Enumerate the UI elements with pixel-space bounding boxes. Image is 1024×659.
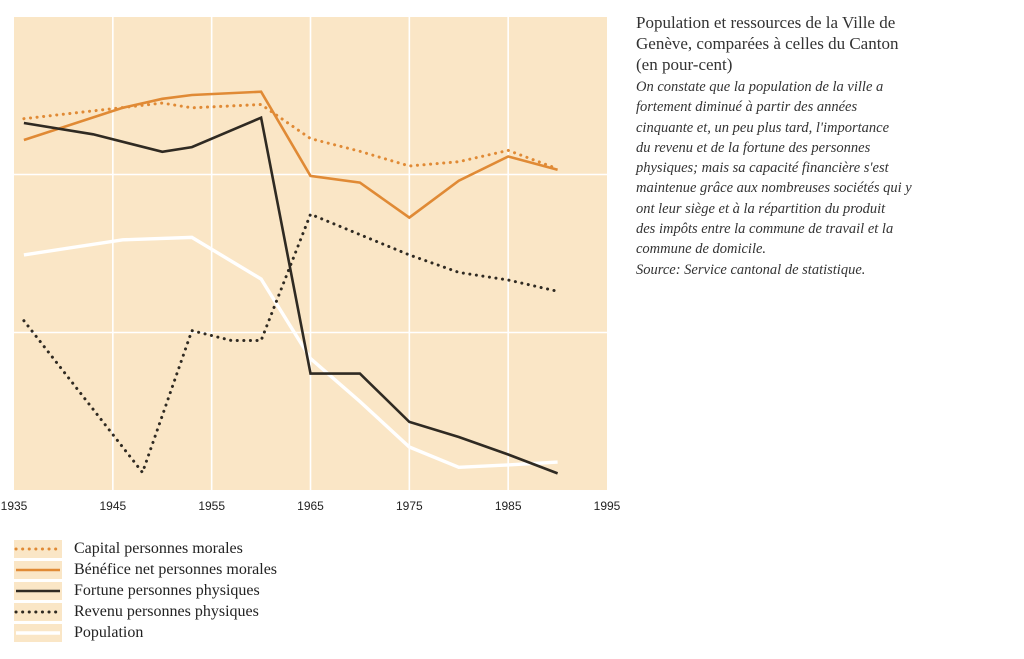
caption-description: On constate que la population de la vill… [636, 77, 976, 280]
legend-label: Fortune personnes physiques [74, 581, 260, 599]
legend-swatch-graphic [14, 610, 62, 613]
caption-title-line: (en pour-cent) [636, 55, 733, 74]
caption-description-line: fortement diminué à partir des années [636, 99, 858, 116]
x-tick-label: 1945 [99, 499, 126, 513]
caption-title-line: Genève, comparées à celles du Canton [636, 34, 899, 53]
legend-item-fortune: Fortune personnes physiques [14, 580, 434, 601]
caption-description-line: des impôts entre la commune de travail e… [636, 221, 894, 238]
x-tick-label: 1935 [1, 499, 28, 513]
chart-caption: Population et ressources de la Ville de … [636, 12, 976, 280]
legend-swatch-graphic [16, 630, 60, 635]
x-tick-labels: 1935 1945 1955 1965 1975 1985 1995 [1, 499, 620, 513]
grid [14, 17, 607, 490]
caption-title: Population et ressources de la Ville de … [636, 12, 976, 75]
legend-item-capital: Capital personnes morales [14, 538, 434, 559]
legend-item-revenu: Revenu personnes physiques [14, 601, 434, 622]
legend-swatch-graphic [16, 568, 60, 571]
series-line-population [23, 235, 558, 470]
series-line-revenu [22, 212, 560, 476]
legend-label: Population [74, 623, 144, 641]
x-tick-label: 1985 [495, 499, 522, 513]
legend-label: Capital personnes morales [74, 539, 243, 557]
series-lines [22, 90, 560, 476]
x-tick-label: 1955 [198, 499, 225, 513]
caption-source-line: Source: Service cantonal de statistique. [636, 261, 866, 278]
legend-item-population: Population [14, 622, 434, 643]
caption-description-line: cinquante et, un peu plus tard, l'import… [636, 119, 890, 136]
caption-description-line: maintenue grâce aux nombreuses sociétés … [636, 180, 912, 197]
legend-swatch-graphic [16, 589, 60, 592]
legend-label: Revenu personnes physiques [74, 602, 259, 620]
legend-swatch [14, 581, 62, 600]
x-tick-label: 1975 [396, 499, 423, 513]
caption-description-line: physiques; mais sa capacité financière s… [636, 160, 889, 177]
legend-swatch [14, 623, 62, 642]
series-line-fortune [23, 115, 559, 475]
caption-description-line: ont leur siège et à la répartition du pr… [636, 200, 886, 217]
legend-label: Bénéfice net personnes morales [74, 560, 278, 578]
caption-title-line: Population et ressources de la Ville de [636, 13, 896, 32]
legend-swatch [14, 602, 62, 621]
caption-description-line: du revenu et de la fortune des personnes [636, 139, 871, 156]
line-chart: 1935 1945 1955 1965 1975 1985 1995 [1, 17, 620, 513]
legend-swatch-graphic [14, 547, 62, 550]
legend: Capital personnes morales Bénéfice net p… [14, 538, 434, 643]
series-line-benefice [23, 90, 558, 220]
caption-description-line: On constate que la population de la vill… [636, 79, 884, 95]
x-tick-label: 1965 [297, 499, 324, 513]
series-line-capital [22, 101, 560, 171]
x-tick-label: 1995 [594, 499, 620, 513]
caption-description-line: commune de domicile. [636, 241, 767, 258]
legend-item-benefice: Bénéfice net personnes morales [14, 559, 434, 580]
legend-swatch [14, 560, 62, 579]
legend-swatch [14, 539, 62, 558]
